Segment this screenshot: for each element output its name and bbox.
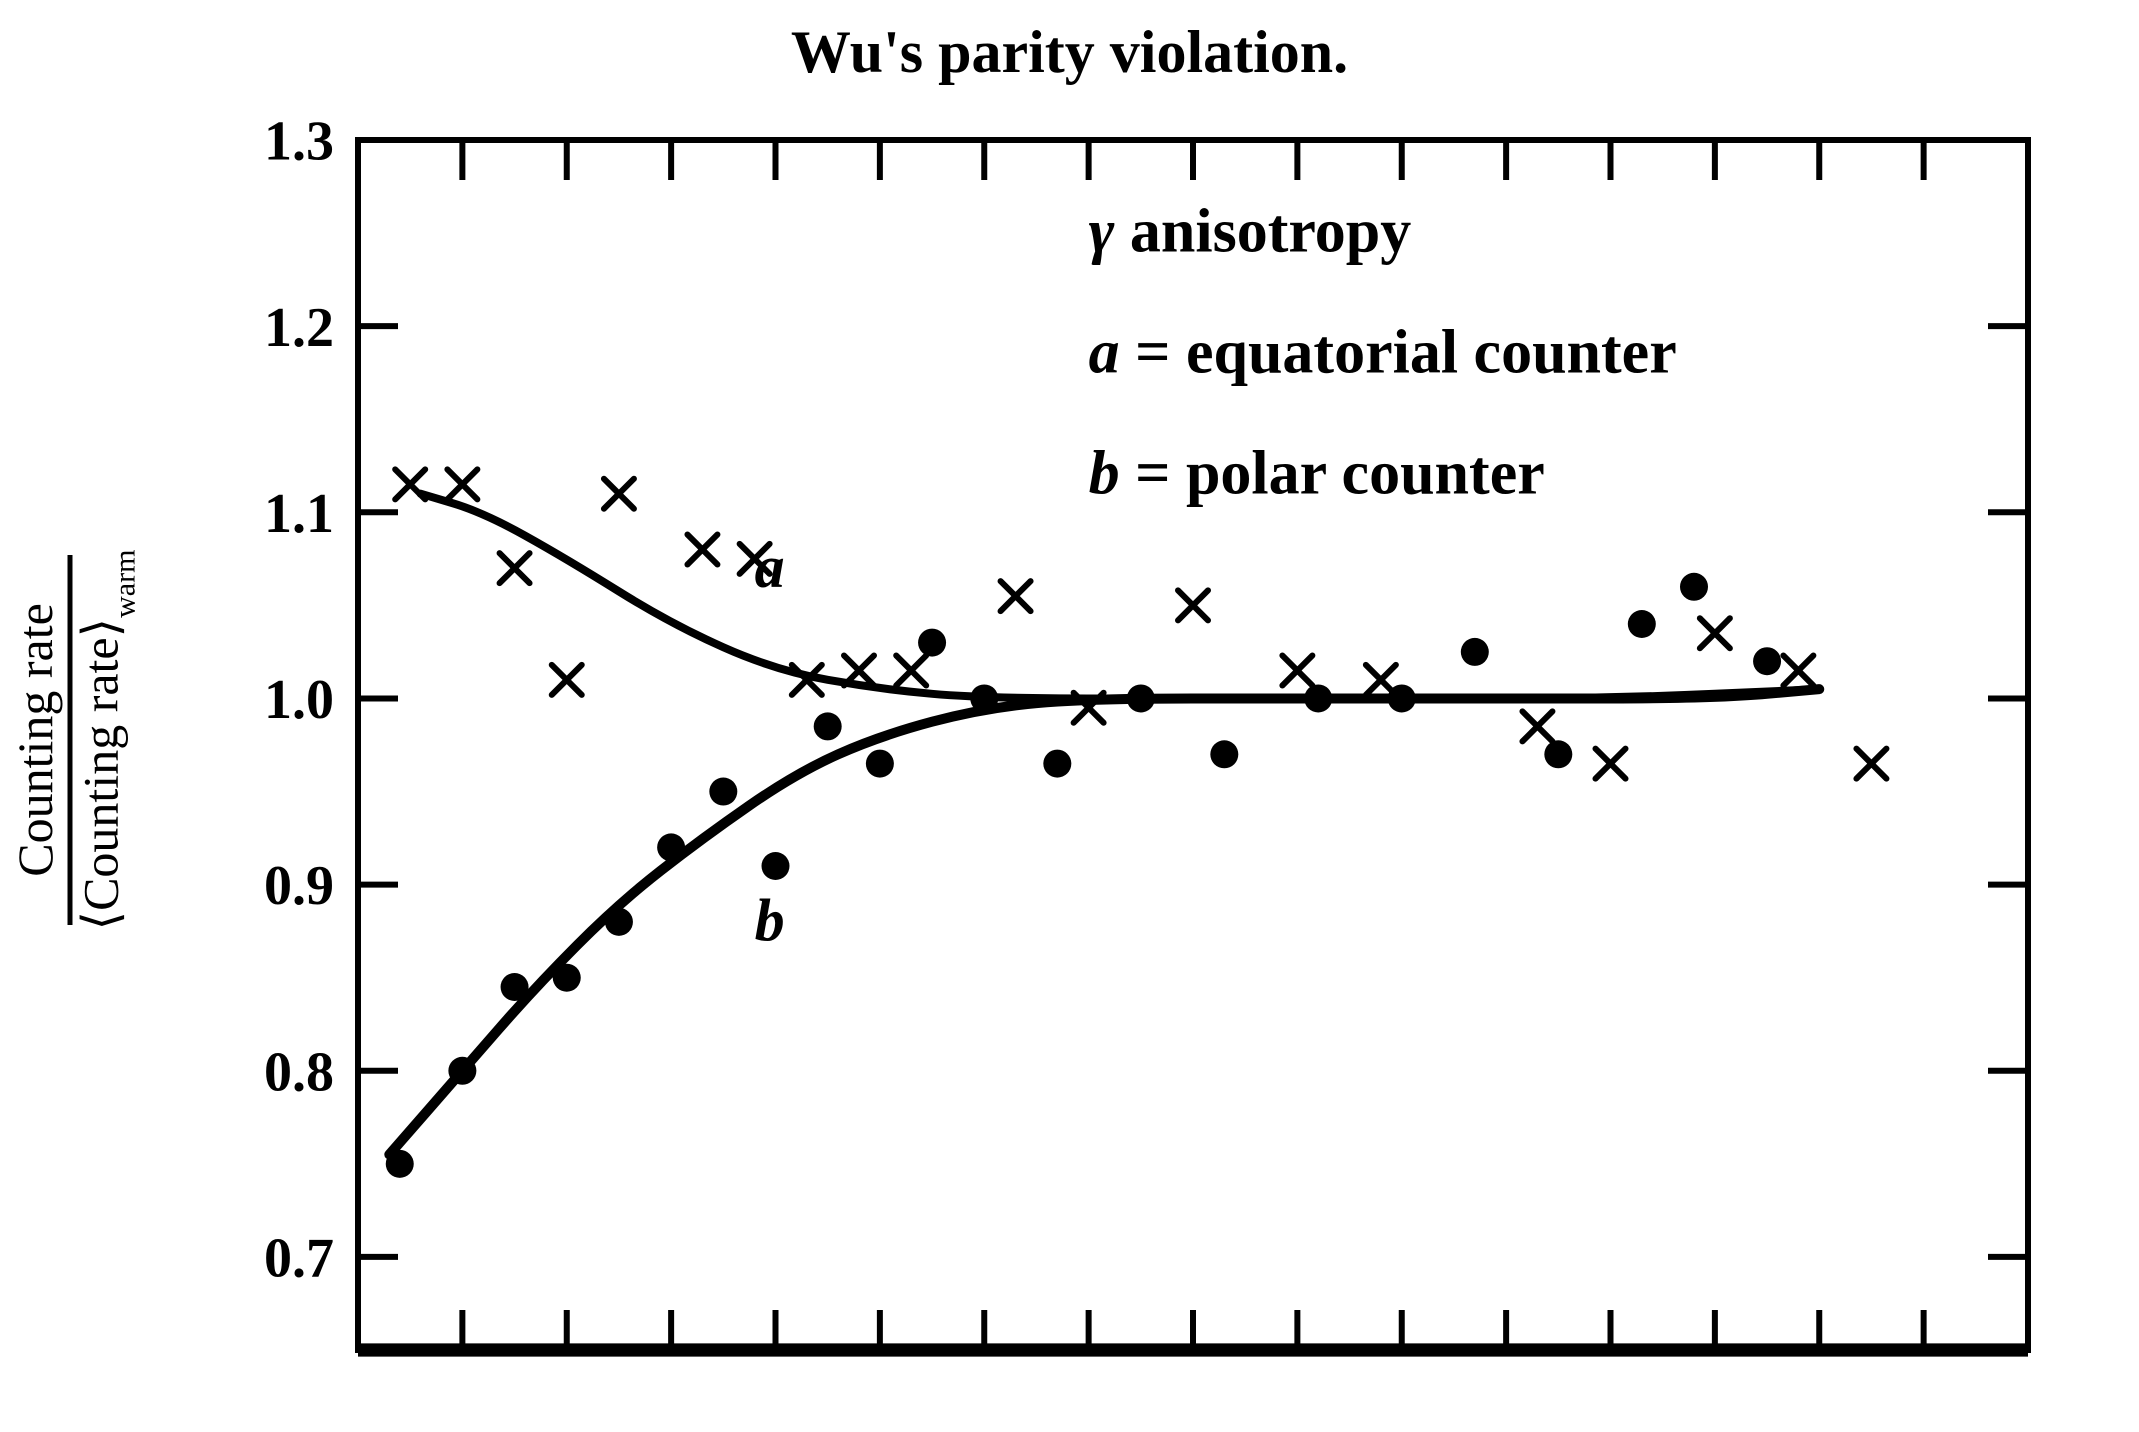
curve-label: a [755, 534, 785, 600]
series-b-point [1628, 610, 1656, 638]
series-b-point [605, 908, 633, 936]
curve-label: b [755, 887, 785, 953]
y-axis-label: Counting rate⟨Counting rate⟩warm [7, 550, 141, 931]
series-b-point [386, 1150, 414, 1178]
legend-line: b = polar counter [1089, 440, 1545, 508]
series-b-point [1544, 740, 1572, 768]
series-b-point [1210, 740, 1238, 768]
legend-line: γ anisotropy [1089, 198, 1412, 266]
series-b-point [1753, 647, 1781, 675]
series-b-point [1043, 750, 1071, 778]
chart-svg: 0.7 0.8 0.9 1.0 1.1 1.2 1.3 Counting rate⟨Count… [0, 0, 2139, 1432]
series-b-point [657, 833, 685, 861]
y-axis-label-numerator: Counting rate [7, 603, 63, 877]
series-b-point [1127, 684, 1155, 712]
series-b-point [762, 852, 790, 880]
series-b-point [1461, 638, 1489, 666]
y-axis-label-denominator: ⟨Counting rate⟩warm [73, 550, 142, 931]
y-tick-label: 0.8 [264, 1041, 334, 1103]
series-b-point [501, 973, 529, 1001]
series-b-point [1680, 573, 1708, 601]
y-tick-label: 0.7 [264, 1228, 334, 1290]
series-b-point [814, 712, 842, 740]
series-b-point [709, 778, 737, 806]
series-b-point [866, 750, 894, 778]
y-tick-label: 1.2 [264, 297, 334, 359]
series-b-point [448, 1057, 476, 1085]
page-root: Wu's parity violation. 0.70.80.91.01.11.… [0, 0, 2139, 1432]
series-b-point [918, 629, 946, 657]
y-tick-label: 1.1 [264, 483, 334, 545]
y-tick-label: 0.9 [264, 855, 334, 917]
legend-line: a = equatorial counter [1089, 319, 1677, 387]
y-tick-label: 1.3 [264, 111, 334, 173]
series-b-point [970, 684, 998, 712]
series-b-point [553, 964, 581, 992]
y-tick-label: 1.0 [264, 669, 334, 731]
series-b-point [1304, 684, 1332, 712]
